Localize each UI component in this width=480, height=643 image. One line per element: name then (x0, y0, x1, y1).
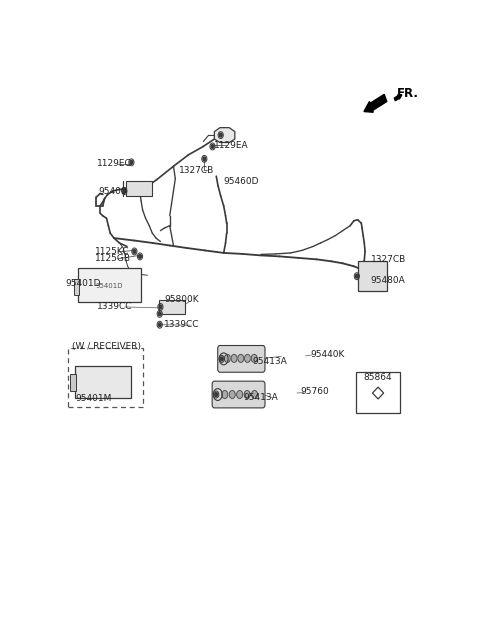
Text: 95401D: 95401D (96, 283, 123, 289)
Text: 95413A: 95413A (243, 394, 278, 403)
Bar (74, 279, 79, 295)
Polygon shape (215, 128, 235, 143)
Circle shape (225, 354, 230, 363)
Text: 95480A: 95480A (371, 276, 406, 285)
Text: FR.: FR. (396, 87, 419, 100)
Bar (78, 268, 141, 302)
Bar (75, 366, 131, 398)
Circle shape (252, 390, 258, 399)
Bar (358, 261, 387, 291)
FancyBboxPatch shape (218, 345, 265, 372)
Circle shape (231, 354, 237, 363)
FancyArrow shape (394, 95, 402, 101)
Circle shape (219, 133, 222, 137)
Text: 1125GB: 1125GB (96, 254, 132, 263)
Text: 1327CB: 1327CB (179, 166, 214, 175)
Text: 95401D: 95401D (66, 278, 101, 287)
Text: 1327CB: 1327CB (371, 255, 406, 264)
Text: 95460D: 95460D (224, 177, 259, 186)
Bar (71, 374, 76, 391)
Circle shape (130, 160, 133, 164)
Circle shape (244, 390, 250, 399)
Circle shape (220, 357, 223, 361)
Bar (126, 181, 152, 196)
Text: 1339CC: 1339CC (164, 320, 200, 329)
FancyBboxPatch shape (212, 381, 265, 408)
Circle shape (229, 390, 235, 399)
Text: 1129EA: 1129EA (214, 141, 248, 150)
Circle shape (251, 354, 257, 363)
Circle shape (139, 255, 142, 258)
Bar (158, 300, 185, 314)
Circle shape (158, 312, 161, 316)
Circle shape (355, 275, 358, 278)
Circle shape (133, 249, 136, 253)
Circle shape (237, 390, 243, 399)
Text: 95400: 95400 (98, 186, 127, 195)
Circle shape (123, 189, 126, 193)
Text: 95440K: 95440K (310, 350, 344, 359)
Text: 1125KC: 1125KC (96, 247, 130, 256)
Circle shape (159, 305, 162, 309)
Text: (W / RECEIVER): (W / RECEIVER) (72, 343, 141, 352)
Text: 95413A: 95413A (252, 357, 287, 366)
Circle shape (158, 323, 161, 327)
Text: 95401M: 95401M (75, 395, 112, 403)
Polygon shape (372, 387, 384, 399)
Circle shape (244, 354, 251, 363)
Text: 85864: 85864 (364, 373, 392, 382)
Bar (356, 372, 400, 413)
Circle shape (211, 145, 214, 149)
Text: 95800K: 95800K (164, 296, 199, 304)
FancyBboxPatch shape (68, 349, 143, 407)
Circle shape (222, 390, 228, 399)
Text: 1129EC: 1129EC (97, 159, 132, 168)
Circle shape (238, 354, 244, 363)
Circle shape (215, 393, 217, 397)
Circle shape (203, 157, 206, 161)
Text: 1339CC: 1339CC (97, 302, 132, 311)
Text: 95760: 95760 (300, 387, 329, 396)
FancyArrow shape (364, 95, 387, 113)
